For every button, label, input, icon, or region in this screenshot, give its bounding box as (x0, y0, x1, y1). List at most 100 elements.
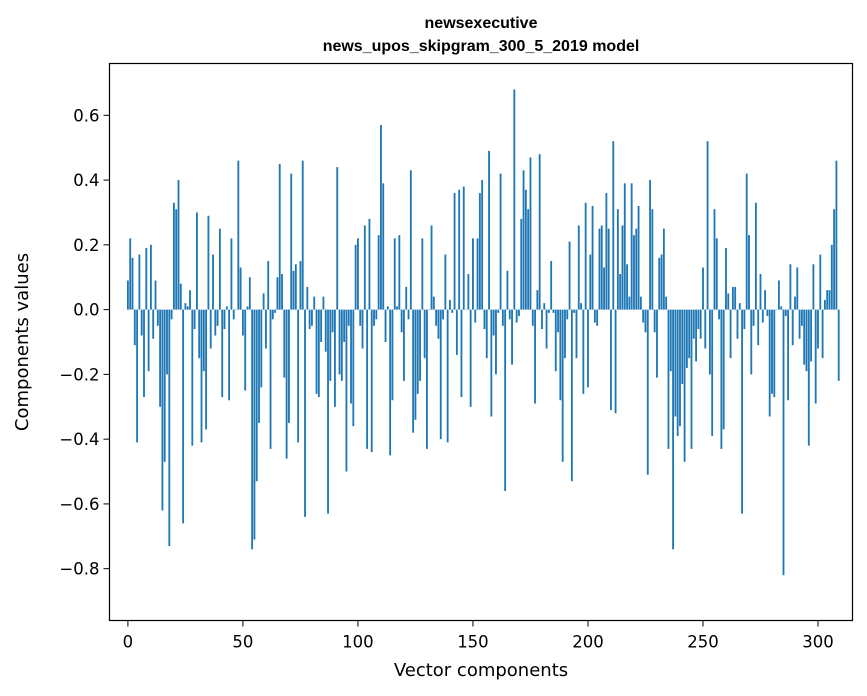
bar-124 (412, 309, 415, 433)
bar-213 (616, 209, 619, 310)
bar-112 (384, 309, 387, 342)
bar-296 (807, 309, 810, 446)
bar-198 (582, 309, 585, 394)
bar-233 (662, 228, 665, 310)
y-tick-label: −0.4 (59, 430, 99, 449)
bar-299 (814, 309, 817, 404)
bar-87 (327, 309, 329, 514)
bar-182 (545, 309, 548, 349)
bar-49 (239, 267, 242, 310)
bar-58 (260, 309, 263, 388)
bar-27 (189, 290, 191, 310)
bar-133 (432, 296, 435, 310)
bar-28 (191, 309, 194, 446)
bar-292 (798, 309, 801, 339)
bar-184 (550, 261, 553, 310)
bar-111 (382, 183, 385, 310)
bar-45 (230, 238, 233, 310)
bar-260 (725, 248, 727, 310)
bar-297 (810, 309, 813, 362)
bar-279 (768, 309, 771, 417)
bar-178 (536, 290, 539, 310)
bar-293 (800, 309, 803, 326)
bar-99 (354, 244, 357, 310)
bar-204 (596, 309, 599, 326)
bar-217 (626, 264, 628, 310)
bar-280 (771, 309, 773, 394)
bar-94 (343, 309, 346, 342)
bar-253 (708, 309, 711, 375)
bar-37 (212, 254, 214, 310)
bar-210 (610, 309, 612, 411)
bar-234 (665, 296, 668, 310)
bar-66 (278, 163, 281, 310)
bar-177 (534, 309, 536, 404)
bar-236 (669, 309, 672, 372)
bar-134 (435, 309, 438, 326)
bar-4 (136, 309, 139, 443)
bar-201 (589, 254, 592, 310)
bar-162 (499, 173, 502, 310)
bar-140 (449, 299, 451, 310)
bar-80 (311, 309, 313, 326)
bar-206 (600, 225, 603, 310)
chart-subtitle: news_upos_skipgram_300_5_2019 model (323, 38, 640, 55)
bar-82 (315, 309, 318, 394)
bar-264 (734, 286, 737, 310)
y-tick-label: 0.4 (73, 171, 99, 190)
bar-176 (531, 309, 534, 326)
bar-195 (575, 309, 578, 359)
bar-139 (446, 309, 449, 443)
bar-226 (646, 309, 649, 475)
bar-92 (338, 309, 341, 375)
bar-146 (462, 186, 465, 310)
bar-89 (331, 309, 334, 333)
bar-122 (407, 309, 410, 320)
bar-16 (163, 309, 166, 462)
bar-42 (223, 309, 226, 330)
bar-19 (170, 309, 173, 320)
bar-98 (352, 309, 355, 427)
bar-156 (485, 309, 488, 359)
bar-227 (649, 180, 651, 310)
bar-197 (580, 303, 582, 310)
bar-32 (200, 309, 203, 443)
bar-95 (345, 309, 348, 472)
bar-60 (265, 309, 267, 349)
bar-208 (605, 193, 608, 310)
bar-79 (308, 309, 311, 330)
bar-119 (400, 309, 403, 333)
bar-48 (237, 160, 240, 310)
y-tick-label: 0.6 (73, 106, 99, 125)
bar-153 (478, 193, 481, 310)
bar-109 (377, 235, 380, 310)
bar-207 (603, 267, 605, 310)
bar-149 (469, 309, 472, 407)
bar-34 (205, 309, 208, 430)
bar-249 (699, 309, 702, 339)
bar-130 (426, 309, 428, 449)
bar-2 (131, 257, 134, 310)
bar-175 (529, 157, 532, 310)
bar-17 (166, 309, 168, 375)
bar-173 (524, 189, 527, 310)
bar-141 (451, 309, 454, 313)
bar-151 (474, 309, 477, 323)
bar-97 (350, 309, 352, 404)
bar-167 (511, 309, 513, 365)
chart-title: newsexecutive (425, 15, 538, 32)
bar-171 (520, 218, 523, 310)
bar-65 (276, 277, 279, 310)
bar-255 (713, 209, 716, 310)
bar-40 (218, 228, 221, 310)
bar-228 (651, 209, 654, 310)
bar-238 (674, 309, 677, 417)
bar-183 (547, 309, 550, 313)
bar-203 (593, 309, 596, 323)
bar-31 (198, 309, 201, 359)
bar-135 (437, 309, 440, 339)
bar-67 (281, 273, 283, 310)
bar-15 (161, 309, 164, 511)
bar-136 (439, 309, 442, 440)
bar-193 (570, 309, 573, 482)
